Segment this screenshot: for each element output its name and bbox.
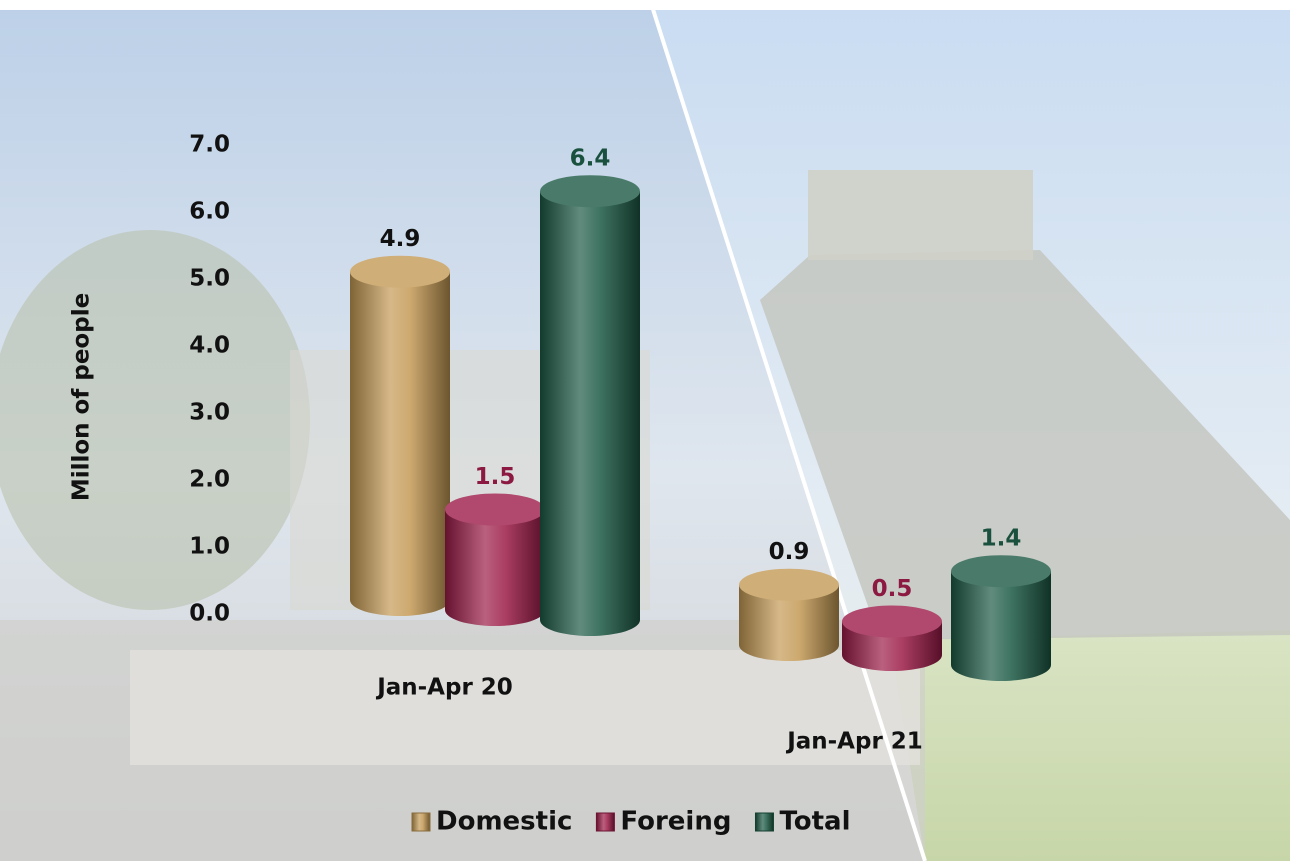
legend-swatch xyxy=(595,812,615,832)
legend-label: Foreing xyxy=(620,807,731,837)
bar xyxy=(540,191,640,620)
x-tick-label: Jan-Apr 20 xyxy=(375,675,513,701)
y-tick-label: 5.0 xyxy=(189,266,230,292)
bar xyxy=(445,509,545,610)
legend-swatch xyxy=(754,812,774,832)
data-label: 4.9 xyxy=(380,226,421,252)
data-label: 0.9 xyxy=(769,539,810,565)
bar-top xyxy=(951,555,1051,588)
y-axis-label: Millon of people xyxy=(69,293,95,501)
data-label: 1.5 xyxy=(475,464,516,490)
bar-top xyxy=(540,175,640,208)
y-tick-label: 2.0 xyxy=(189,467,230,493)
y-tick-label: 6.0 xyxy=(189,199,230,225)
y-tick-label: 0.0 xyxy=(189,601,230,627)
legend-label: Total xyxy=(779,807,850,837)
data-label: 0.5 xyxy=(872,576,913,602)
legend-label: Domestic xyxy=(436,807,572,837)
bar-top xyxy=(350,255,450,288)
y-tick-label: 7.0 xyxy=(189,132,230,158)
x-tick-label: Jan-Apr 21 xyxy=(785,729,923,755)
bar-top xyxy=(739,568,839,601)
data-label: 6.4 xyxy=(570,146,611,172)
bar-top xyxy=(842,605,942,638)
legend-swatch xyxy=(411,812,431,832)
y-tick-label: 1.0 xyxy=(189,534,230,560)
y-tick-label: 4.0 xyxy=(189,333,230,359)
bar-top xyxy=(445,493,545,526)
data-label: 1.4 xyxy=(981,526,1022,552)
y-tick-label: 3.0 xyxy=(189,400,230,426)
bar xyxy=(350,271,450,600)
